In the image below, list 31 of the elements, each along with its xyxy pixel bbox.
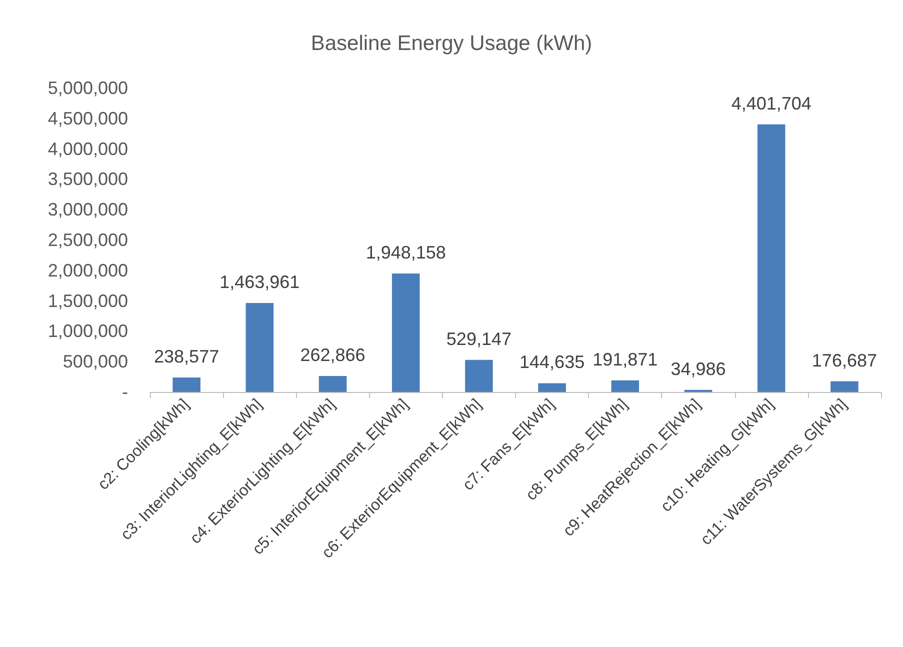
bar — [465, 360, 493, 392]
data-label: 238,577 — [154, 346, 220, 366]
y-tick-label: 4,000,000 — [48, 138, 128, 159]
y-tick-label: 4,500,000 — [48, 108, 128, 128]
data-label: 4,401,704 — [731, 93, 812, 114]
chart-title: Baseline Energy Usage (kWh) — [310, 32, 592, 55]
data-label: 176,687 — [812, 350, 877, 370]
y-tick-label: 1,000,000 — [48, 321, 128, 342]
y-tick-label: 5,000,000 — [48, 78, 128, 98]
y-tick-label: 2,500,000 — [48, 230, 128, 250]
bar — [318, 376, 347, 392]
bar — [538, 383, 566, 392]
bar — [757, 124, 786, 392]
bar — [830, 381, 858, 392]
data-label: 144,635 — [520, 352, 585, 372]
bar — [392, 274, 420, 392]
data-label: 191,871 — [592, 349, 658, 370]
y-tick-label: - — [122, 382, 128, 402]
bar — [246, 302, 274, 392]
data-label: 34,986 — [670, 358, 726, 379]
data-label: 262,866 — [300, 345, 366, 366]
bar — [172, 377, 200, 392]
bar — [611, 380, 640, 392]
data-label: 1,463,961 — [220, 272, 300, 292]
data-label: 1,948,158 — [366, 242, 446, 263]
y-tick-label: 1,500,000 — [48, 290, 128, 311]
data-label: 529,147 — [446, 328, 512, 349]
y-tick-label: 3,500,000 — [48, 169, 128, 190]
y-tick-label: 2,000,000 — [48, 260, 128, 280]
y-tick-label: 3,000,000 — [48, 200, 128, 220]
y-tick-label: 500,000 — [62, 352, 128, 372]
